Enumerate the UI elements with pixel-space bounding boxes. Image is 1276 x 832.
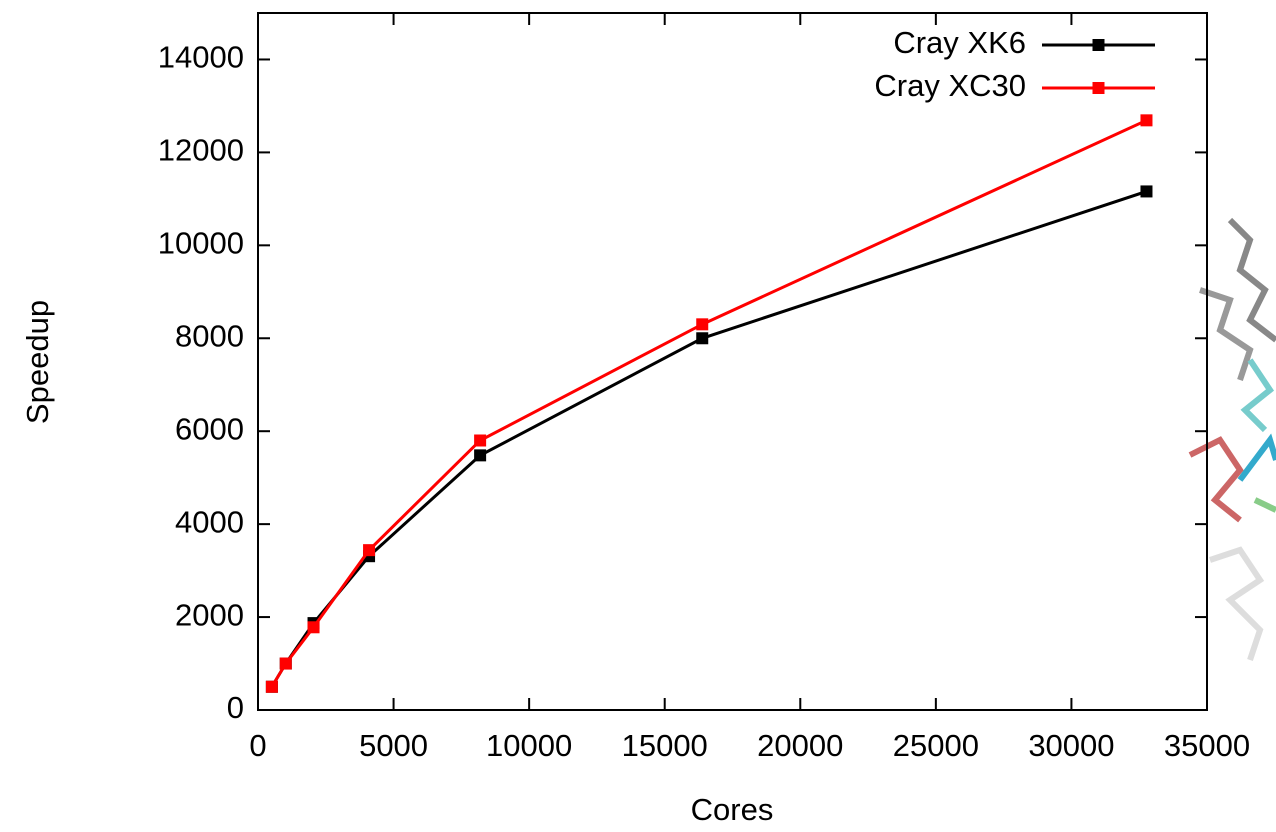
data-point [696, 318, 709, 331]
y-tick-label: 14000 [158, 40, 244, 75]
y-tick-label: 12000 [158, 133, 244, 168]
y-axis-label: Speedup [20, 300, 55, 424]
data-point [363, 544, 376, 557]
x-tick-label: 20000 [757, 728, 843, 763]
x-tick-label: 15000 [622, 728, 708, 763]
legend-label: Cray XK6 [893, 25, 1026, 60]
data-point [265, 680, 278, 693]
legend-marker [1092, 82, 1105, 94]
x-tick-label: 5000 [359, 728, 428, 763]
y-tick-label: 2000 [175, 597, 244, 632]
y-tick-label: 8000 [175, 318, 244, 353]
series-line [270, 190, 1147, 688]
legend-marker [1092, 39, 1105, 51]
data-point [1140, 114, 1153, 127]
data-point [474, 434, 487, 447]
y-tick-label: 6000 [175, 411, 244, 446]
x-axis-label: Cores [691, 792, 774, 827]
x-tick-label: 10000 [486, 728, 572, 763]
y-tick-label: 4000 [175, 504, 244, 539]
data-point [1140, 185, 1153, 198]
x-tick-label: 30000 [1028, 728, 1114, 763]
x-tick-label: 0 [249, 728, 266, 763]
legend-label: Cray XC30 [874, 68, 1026, 103]
plot-frame [257, 12, 1208, 711]
y-tick-label: 0 [227, 690, 244, 725]
data-point [696, 332, 709, 345]
data-point [474, 449, 487, 462]
series-line [270, 118, 1148, 688]
x-tick-label: 35000 [1164, 728, 1250, 763]
molecule-decoration [1188, 217, 1276, 661]
y-tick-label: 10000 [158, 226, 244, 261]
data-point [279, 657, 292, 670]
data-point [307, 621, 320, 634]
x-tick-label: 25000 [893, 728, 979, 763]
